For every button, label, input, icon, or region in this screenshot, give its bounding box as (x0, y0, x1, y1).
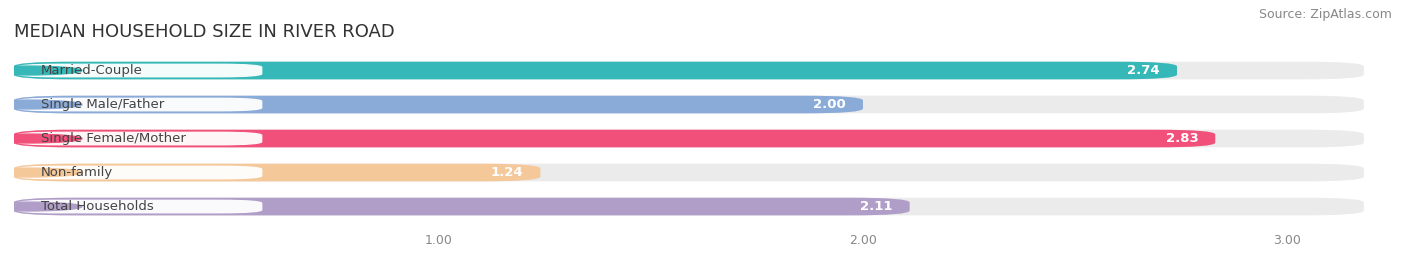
Circle shape (0, 202, 82, 211)
FancyBboxPatch shape (14, 164, 1364, 181)
Circle shape (0, 168, 82, 177)
Text: Married-Couple: Married-Couple (41, 64, 142, 77)
FancyBboxPatch shape (14, 164, 540, 181)
Text: 1.24: 1.24 (491, 166, 523, 179)
Text: 2.74: 2.74 (1128, 64, 1160, 77)
Circle shape (0, 66, 82, 75)
Text: Single Female/Mother: Single Female/Mother (41, 132, 186, 145)
FancyBboxPatch shape (17, 64, 263, 77)
Text: 2.00: 2.00 (813, 98, 846, 111)
FancyBboxPatch shape (14, 198, 1364, 215)
Text: 2.11: 2.11 (860, 200, 893, 213)
FancyBboxPatch shape (17, 166, 263, 179)
Text: Total Households: Total Households (41, 200, 153, 213)
FancyBboxPatch shape (17, 200, 263, 213)
Circle shape (0, 134, 82, 143)
FancyBboxPatch shape (14, 62, 1177, 79)
FancyBboxPatch shape (14, 130, 1215, 147)
Circle shape (0, 100, 82, 109)
Text: MEDIAN HOUSEHOLD SIZE IN RIVER ROAD: MEDIAN HOUSEHOLD SIZE IN RIVER ROAD (14, 23, 395, 41)
FancyBboxPatch shape (17, 98, 263, 111)
FancyBboxPatch shape (14, 130, 1364, 147)
Text: 2.83: 2.83 (1166, 132, 1198, 145)
FancyBboxPatch shape (14, 96, 1364, 113)
FancyBboxPatch shape (14, 62, 1364, 79)
FancyBboxPatch shape (14, 198, 910, 215)
Text: Non-family: Non-family (41, 166, 112, 179)
Text: Source: ZipAtlas.com: Source: ZipAtlas.com (1258, 8, 1392, 21)
Text: Single Male/Father: Single Male/Father (41, 98, 165, 111)
FancyBboxPatch shape (14, 96, 863, 113)
FancyBboxPatch shape (17, 132, 263, 146)
